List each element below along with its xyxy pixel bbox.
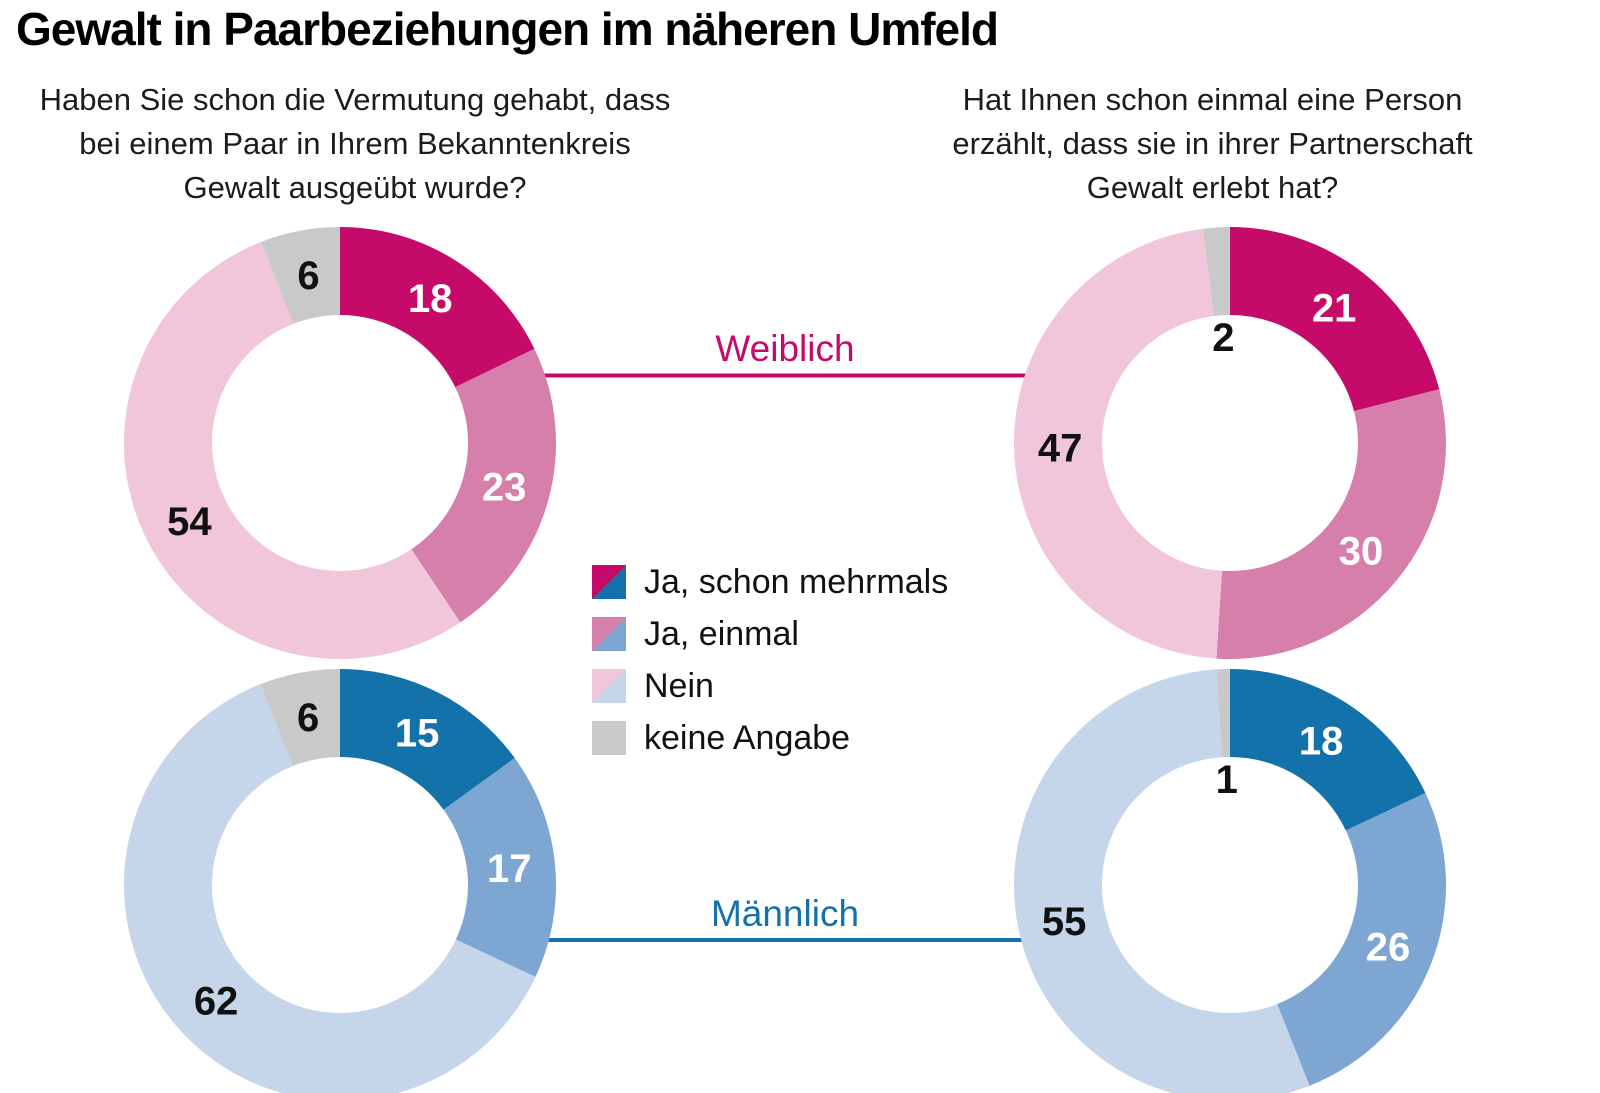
donut-3-segment-3 (1216, 669, 1230, 758)
legend-item-3: keine Angabe (592, 712, 948, 764)
donut-2-value-3: 6 (297, 696, 319, 740)
question-left: Haben Sie schon die Vermutung gehabt, da… (39, 82, 671, 205)
donut-1-segment-0 (1230, 227, 1440, 412)
question-right: Hat Ihnen schon einmal eine Person erzäh… (952, 82, 1473, 205)
donut-3-segment-1 (1277, 793, 1446, 1086)
legend-label: keine Angabe (644, 718, 851, 757)
legend: Ja, schon mehrmals Ja, einmal Nein keine An… (592, 556, 948, 764)
legend-item-0: Ja, schon mehrmals (592, 556, 948, 608)
legend-swatch-icon (592, 721, 626, 755)
donut-1-segment-1 (1216, 389, 1446, 660)
donut-3-value-2: 55 (1042, 900, 1087, 944)
legend-item-1: Ja, einmal (592, 608, 948, 660)
donut-3-value-3: 1 (1216, 758, 1238, 802)
donut-0-value-1: 23 (482, 465, 527, 509)
donut-1-value-3: 2 (1212, 316, 1234, 360)
donut-3-segment-2 (1014, 669, 1310, 1093)
donut-1-segment-2 (1013, 228, 1222, 659)
donut-0-value-0: 18 (408, 277, 453, 321)
donut-1-segment-3 (1202, 227, 1230, 317)
legend-label: Nein (644, 666, 714, 705)
donut-2-segment-3 (260, 669, 340, 766)
legend-swatch-icon (592, 617, 626, 651)
legend-swatch-icon (592, 669, 626, 703)
page-title: Gewalt in Paarbeziehungen im näheren Umf… (16, 3, 999, 55)
donut-2-segment-1 (443, 758, 556, 977)
legend-label: Ja, einmal (644, 614, 799, 653)
donut-3-value-1: 26 (1366, 926, 1411, 970)
legend-swatch-icon (592, 565, 626, 599)
donut-3-value-0: 18 (1299, 719, 1344, 763)
donut-0-value-2: 54 (167, 500, 212, 544)
donut-2-value-0: 15 (395, 712, 440, 756)
row-label-maennlich: Männlich (710, 893, 860, 934)
legend-item-2: Nein (592, 660, 948, 712)
row-label-weiblich: Weiblich (715, 328, 855, 369)
donut-2-segment-2 (124, 684, 536, 1093)
donut-2-value-1: 17 (487, 847, 532, 891)
donut-1-value-1: 30 (1339, 529, 1384, 573)
donut-0-segment-0 (340, 227, 535, 388)
donut-1-value-0: 21 (1312, 287, 1357, 331)
donut-1-value-2: 47 (1038, 426, 1083, 470)
donut-2-value-2: 62 (194, 979, 239, 1023)
donut-0-segment-2 (124, 241, 461, 660)
legend-label: Ja, schon mehrmals (644, 562, 949, 601)
donut-0-value-3: 6 (297, 254, 319, 298)
donut-0-segment-1 (411, 348, 556, 623)
donut-2-segment-0 (340, 669, 515, 810)
donut-3-segment-0 (1230, 669, 1426, 831)
donut-0-segment-3 (261, 227, 340, 324)
